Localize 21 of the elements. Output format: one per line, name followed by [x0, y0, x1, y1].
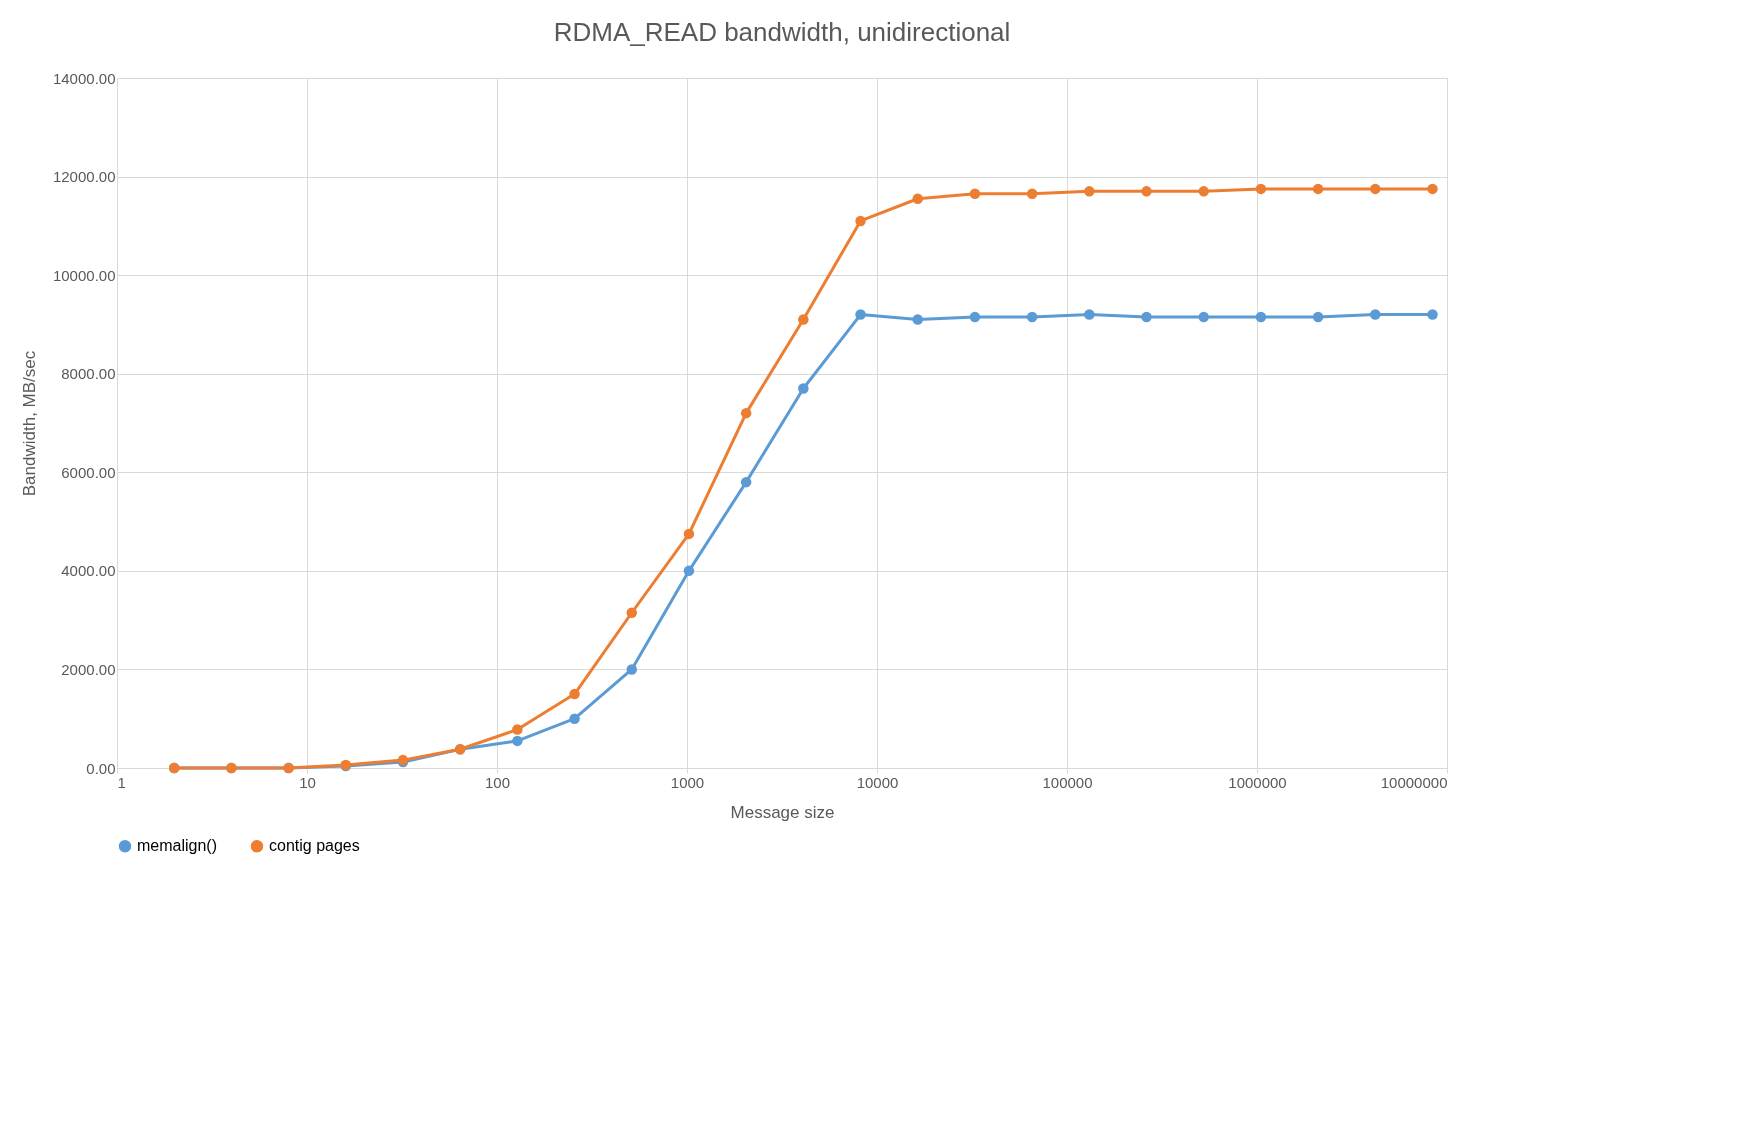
- y-tick-label: 4000.00: [61, 562, 116, 580]
- y-axis-title: Bandwidth, MB/sec: [19, 350, 39, 497]
- x-tick-label: 100000: [1042, 773, 1093, 791]
- chart-title: RDMA_READ bandwidth, unidirectional: [553, 17, 1011, 47]
- x-tick-label: 10: [299, 773, 316, 791]
- legend-label: memalign(): [137, 837, 218, 855]
- x-tick-label: 1000: [670, 773, 705, 791]
- y-tick-label: 14000.00: [52, 69, 116, 87]
- y-tick-label: 2000.00: [61, 660, 116, 678]
- x-tick-label: 10000000: [1380, 773, 1448, 791]
- x-tick-label: 10000: [856, 773, 899, 791]
- x-tick-label: 1000000: [1228, 773, 1287, 791]
- y-tick-label: 10000.00: [52, 266, 116, 284]
- x-tick-label: 100: [484, 773, 511, 791]
- x-tick-label: 1: [117, 773, 126, 791]
- y-tick-label: 12000.00: [52, 168, 116, 186]
- y-tick-label: 8000.00: [61, 365, 116, 383]
- y-tick-label: 6000.00: [61, 463, 116, 481]
- y-tick-label: 0.00: [86, 759, 116, 777]
- legend-label: contig pages: [269, 837, 360, 855]
- x-axis-title: Message size: [730, 802, 835, 822]
